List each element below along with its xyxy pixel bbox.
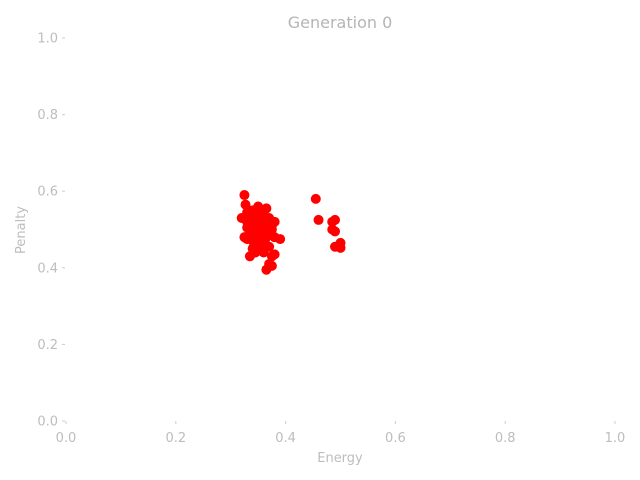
data-point <box>266 251 277 262</box>
x-tick-label: 0.6 <box>385 431 406 446</box>
data-point <box>335 242 346 253</box>
chart-title: Generation 0 <box>288 13 393 32</box>
y-tick-label: 0.4 <box>37 261 58 276</box>
data-point <box>275 234 286 245</box>
data-point <box>240 199 251 210</box>
x-tick-label: 0.4 <box>275 431 296 446</box>
data-point <box>254 211 265 222</box>
data-point <box>244 251 255 262</box>
y-tick-label: 1.0 <box>37 32 58 47</box>
data-points <box>236 190 346 275</box>
data-point <box>252 230 263 241</box>
x-tick-label: 0.2 <box>165 431 186 446</box>
y-axis-label: Penalty <box>14 206 29 254</box>
y-tick-label: 0.6 <box>37 185 58 200</box>
data-point <box>310 193 321 204</box>
x-tick-label: 0.0 <box>56 431 77 446</box>
data-point <box>261 224 272 235</box>
y-tick-label: 0.8 <box>37 108 58 123</box>
data-point <box>313 214 324 225</box>
x-axis-label: Energy <box>317 451 363 466</box>
y-tick-label: 0.0 <box>37 415 58 430</box>
data-point <box>239 190 250 201</box>
data-point <box>259 235 270 246</box>
data-point <box>261 264 272 275</box>
y-tick-label: 0.2 <box>37 338 58 353</box>
data-point <box>265 216 276 227</box>
y-axis: 0.0 0.2 0.4 0.6 0.8 1.0 <box>37 32 65 430</box>
x-tick-label: 1.0 <box>605 431 626 446</box>
x-axis: 0.0 0.2 0.4 0.6 0.8 1.0 <box>56 421 626 446</box>
data-point <box>330 226 341 237</box>
x-tick-label: 0.8 <box>495 431 516 446</box>
data-point <box>330 214 341 225</box>
data-point <box>258 247 269 258</box>
